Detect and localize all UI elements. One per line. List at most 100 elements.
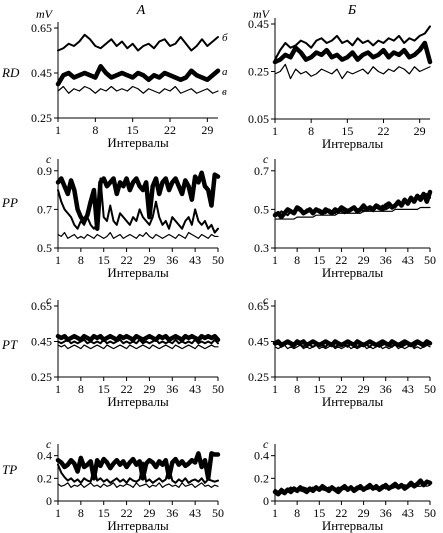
series-line-3 [274, 484, 431, 493]
x-tick-label: 29 [143, 253, 155, 267]
x-tick-label: 8 [78, 506, 84, 520]
x-tick-label: 50 [424, 506, 436, 520]
x-axis-title: Интервалы [107, 135, 169, 150]
row-label-rd: RD [1, 65, 20, 80]
row-label-pp: PP [1, 195, 18, 210]
y-tick-label: 0.3 [254, 241, 269, 255]
x-tick-label: 29 [201, 123, 213, 137]
x-tick-label: 8 [78, 382, 84, 396]
y-tick-label: 0.4 [37, 449, 52, 463]
x-tick-label: 22 [121, 382, 133, 396]
x-tick-label: 36 [166, 506, 178, 520]
x-tick-label: 15 [127, 123, 139, 137]
x-tick-label: 8 [294, 506, 300, 520]
series-line-1 [55, 451, 221, 481]
x-tick-label: 43 [402, 253, 414, 267]
series-line-3 [57, 85, 219, 94]
y-tick-label: 0.2 [37, 471, 52, 485]
y-tick-label: 0.25 [31, 370, 52, 384]
series-line-2 [55, 64, 221, 87]
x-tick-label: 1 [272, 124, 278, 138]
series-line-3 [274, 344, 431, 350]
y-tick-label: 0.9 [37, 164, 52, 178]
x-axis-title: Интервалы [107, 265, 169, 280]
row-label-tp: TP [2, 462, 17, 477]
series-line-3 [57, 344, 219, 350]
x-tick-label: 36 [380, 506, 392, 520]
x-tick-label: 8 [294, 382, 300, 396]
x-tick-label: 8 [78, 253, 84, 267]
x-tick-label: 43 [189, 253, 201, 267]
column-label-b: Б [347, 3, 356, 18]
series-label: а [222, 66, 228, 78]
x-tick-label: 36 [166, 253, 178, 267]
y-tick-label: 0 [263, 494, 269, 508]
panel-rd-b: mV 0.05 0.25 0.45 1 8 15 22 29 Интервалы [248, 7, 433, 151]
series-label: в [222, 86, 227, 98]
x-axis-title: Интервалы [322, 394, 384, 409]
unit-label: с [263, 152, 269, 166]
unit-label: с [46, 293, 52, 307]
x-tick-label: 36 [380, 382, 392, 396]
series-label: б [222, 32, 228, 44]
y-tick-label: 0.5 [254, 202, 269, 216]
unit-label: с [46, 437, 52, 451]
x-tick-label: 36 [380, 253, 392, 267]
y-tick-label: 0.25 [31, 111, 52, 125]
panel-pt-a: с 0.25 0.45 0.65 1 8 15 22 29 36 43 50 Интервалы [31, 293, 224, 409]
y-tick-label: 0.65 [31, 299, 52, 313]
panel-pt-b: с 0.25 0.45 0.65 1 8 15 22 29 36 43 50 Интервалы [248, 293, 436, 409]
x-tick-label: 22 [335, 382, 347, 396]
y-tick-label: 0.45 [31, 335, 52, 349]
x-tick-label: 29 [143, 506, 155, 520]
series-line-2 [274, 478, 431, 493]
y-tick-label: 0.7 [37, 202, 52, 216]
panel-pp-a: с 0.5 0.7 0.9 1 8 15 22 29 36 43 50 Интервалы [37, 152, 224, 280]
x-tick-label: 43 [189, 506, 201, 520]
x-tick-label: 15 [98, 382, 110, 396]
x-tick-label: 8 [92, 123, 98, 137]
x-axis-title: Интервалы [322, 136, 384, 151]
x-tick-label: 50 [424, 253, 436, 267]
x-tick-label: 29 [358, 382, 370, 396]
x-tick-label: 43 [402, 506, 414, 520]
unit-label: с [263, 437, 269, 451]
series-line-2 [57, 177, 219, 234]
column-label-a: А [136, 3, 146, 18]
x-tick-label: 22 [335, 253, 347, 267]
x-tick-label: 29 [414, 124, 426, 138]
x-tick-label: 15 [313, 382, 325, 396]
x-tick-label: 1 [55, 123, 61, 137]
y-tick-label: 0.25 [248, 370, 269, 384]
x-tick-label: 8 [294, 253, 300, 267]
x-tick-label: 1 [272, 506, 278, 520]
x-tick-label: 1 [55, 253, 61, 267]
x-tick-label: 1 [272, 253, 278, 267]
x-tick-label: 8 [308, 124, 314, 138]
y-tick-label: 0.45 [31, 66, 52, 80]
series-line-3 [57, 231, 219, 239]
x-tick-label: 15 [313, 253, 325, 267]
x-tick-label: 29 [358, 506, 370, 520]
y-tick-label: 0 [46, 494, 52, 508]
x-tick-label: 29 [358, 253, 370, 267]
x-tick-label: 50 [212, 253, 224, 267]
x-tick-label: 43 [189, 382, 201, 396]
x-axis-title: Интервалы [107, 394, 169, 409]
y-tick-label: 0.05 [248, 112, 269, 126]
y-tick-label: 0.2 [254, 471, 269, 485]
x-tick-label: 15 [98, 506, 110, 520]
panel-pp-b: с 0.3 0.5 0.7 1 8 15 22 29 36 43 50 Интервалы [254, 152, 436, 280]
series-line-2 [57, 461, 219, 484]
unit-label: mV [36, 7, 54, 21]
series-line-2 [272, 40, 433, 65]
series-line-1 [55, 170, 221, 231]
panel-tp-b: с 0 0.2 0.4 1 8 15 22 29 36 43 50 Интервалы [254, 437, 436, 533]
y-tick-label: 0.45 [248, 17, 269, 31]
series-line-2 [274, 192, 431, 217]
x-axis-title: Интервалы [322, 265, 384, 280]
x-axis-title: Интервалы [107, 518, 169, 533]
y-tick-label: 0.65 [31, 21, 52, 35]
y-tick-label: 0.65 [248, 299, 269, 313]
x-tick-label: 15 [98, 253, 110, 267]
